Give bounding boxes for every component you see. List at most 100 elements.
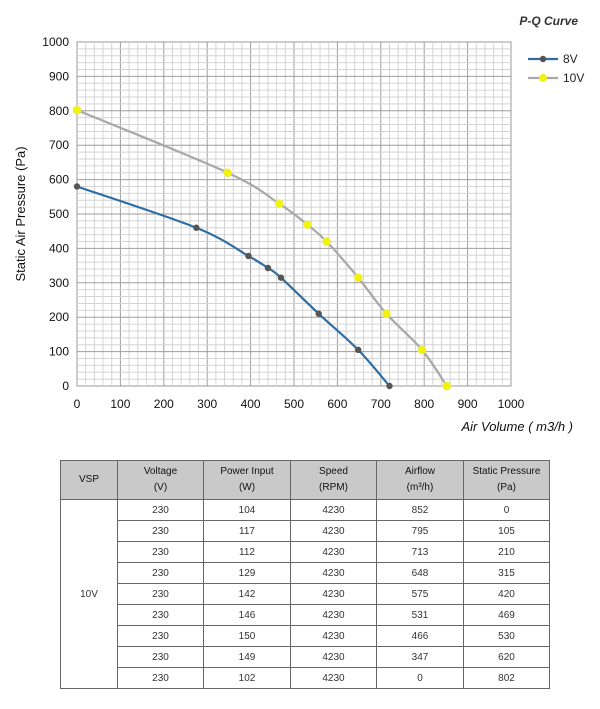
y-tick-label: 800 (49, 104, 69, 118)
legend-marker (539, 55, 547, 63)
table-row: 230 149 4230 347 620 (61, 646, 550, 668)
table-cell: 230 (117, 499, 204, 521)
x-tick-label: 900 (458, 397, 478, 411)
table-cell: 620 (463, 646, 550, 668)
vsp-cell: 10V (60, 499, 118, 689)
y-axis-title: Static Air Pressure (Pa) (13, 146, 28, 281)
table-header-row: VSP Voltage (V) Power Input (W) Speed (RPM) Air… (60, 460, 550, 500)
table-cell: 112 (203, 541, 291, 563)
table-cell: 104 (203, 499, 291, 521)
x-tick-label: 600 (327, 397, 347, 411)
legend-item-8v: 8V (528, 52, 578, 66)
data-point-10v (322, 237, 331, 246)
header-unit: (V) (153, 482, 168, 493)
header-cell: VSP (60, 460, 118, 500)
table-row: 230 142 4230 575 420 (61, 583, 550, 605)
legend-marker (539, 74, 547, 82)
x-tick-label: 300 (197, 397, 217, 411)
data-point-8v (264, 264, 272, 272)
legend-label: 10V (563, 71, 584, 85)
chart-series (72, 105, 452, 391)
table-row: 230 112 4230 713 210 (61, 541, 550, 563)
header-label: Static Pressure (472, 466, 541, 477)
data-point-10v (417, 345, 427, 355)
table-row: 230 150 4230 466 530 (61, 625, 550, 647)
table-cell: 420 (463, 583, 550, 605)
table-cell: 146 (203, 604, 291, 626)
table-cell: 347 (376, 646, 464, 668)
header-cell: Voltage (V) (117, 460, 204, 500)
table-cell: 105 (463, 520, 550, 542)
spec-table-wrap: VSP Voltage (V) Power Input (W) Speed (RPM) Air… (60, 460, 550, 689)
x-tick-label: 200 (154, 397, 174, 411)
table-cell: 230 (117, 541, 204, 563)
pq-chart-svg: P-Q Curve 0 100 200 300 400 500 600 700 800 900 10… (13, 14, 584, 434)
data-point-8v (73, 183, 81, 190)
header-label: Power Input (220, 466, 274, 477)
table-cell: 4230 (290, 520, 377, 542)
data-point-10v (223, 168, 232, 178)
header-label: Voltage (143, 466, 178, 477)
table-cell: 230 (117, 562, 204, 584)
table-cell: 230 (117, 625, 204, 647)
table-cell: 531 (376, 604, 464, 626)
x-tick-label: 700 (371, 397, 391, 411)
header-unit: (Pa) (497, 482, 516, 493)
table-cell: 129 (203, 562, 291, 584)
table-cell: 4230 (290, 499, 377, 521)
table-cell: 713 (376, 541, 464, 563)
data-point-8v (245, 252, 252, 260)
y-tick-label: 0 (62, 379, 69, 393)
table-row: 230 102 4230 0 802 (61, 667, 550, 689)
header-unit: (RPM) (319, 482, 348, 493)
data-point-10v (303, 220, 312, 230)
y-tick-label: 200 (49, 310, 69, 324)
table-cell: 4230 (290, 583, 377, 605)
table-cell: 117 (203, 520, 291, 542)
series-8v (73, 183, 393, 390)
y-tick-label: 600 (49, 173, 69, 187)
table-cell: 530 (463, 625, 550, 647)
chart-grid (76, 41, 512, 387)
table-cell: 315 (463, 562, 550, 584)
data-point-8v (355, 346, 362, 354)
table-cell: 4230 (290, 646, 377, 668)
x-tick-label: 500 (284, 397, 304, 411)
header-unit: (m³/h) (406, 482, 434, 493)
header-label: Airflow (404, 466, 435, 477)
table-cell: 230 (117, 646, 204, 668)
y-tick-label: 1000 (42, 35, 69, 49)
x-tick-label: 800 (414, 397, 434, 411)
header-label: Speed (319, 466, 348, 477)
y-tick-label: 900 (49, 69, 69, 83)
table-cell: 0 (463, 499, 550, 521)
table-cell: 230 (117, 520, 204, 542)
data-point-8v (193, 224, 200, 231)
table-cell: 795 (376, 520, 464, 542)
data-point-8v (277, 274, 285, 281)
data-point-10v (274, 199, 284, 209)
table-body: 10V 230 104 4230 852 0 230 117 4230 795 105 230 112 4… (60, 499, 550, 689)
y-tick-label: 100 (49, 345, 69, 359)
table-row: 230 129 4230 648 315 (61, 562, 550, 584)
header-unit: (W) (238, 482, 256, 493)
table-cell: 150 (203, 625, 291, 647)
x-tick-label: 100 (110, 397, 130, 411)
data-point-10v (72, 105, 82, 115)
table-row: 10V 230 104 4230 852 0 (60, 499, 550, 689)
table-cell: 149 (203, 646, 291, 668)
table-cell: 230 (117, 667, 204, 689)
header-cell: Static Pressure (Pa) (463, 460, 550, 500)
y-tick-label: 400 (49, 241, 69, 255)
y-tick-label: 500 (49, 207, 69, 221)
data-point-10v (382, 309, 391, 319)
table-cell: 4230 (290, 604, 377, 626)
table-cell: 469 (463, 604, 550, 626)
chart-title: P-Q Curve (519, 14, 578, 28)
table-cell: 142 (203, 583, 291, 605)
table-cell: 4230 (290, 625, 377, 647)
table-cell: 575 (376, 583, 464, 605)
table-cell: 466 (376, 625, 464, 647)
data-point-8v (386, 382, 393, 390)
